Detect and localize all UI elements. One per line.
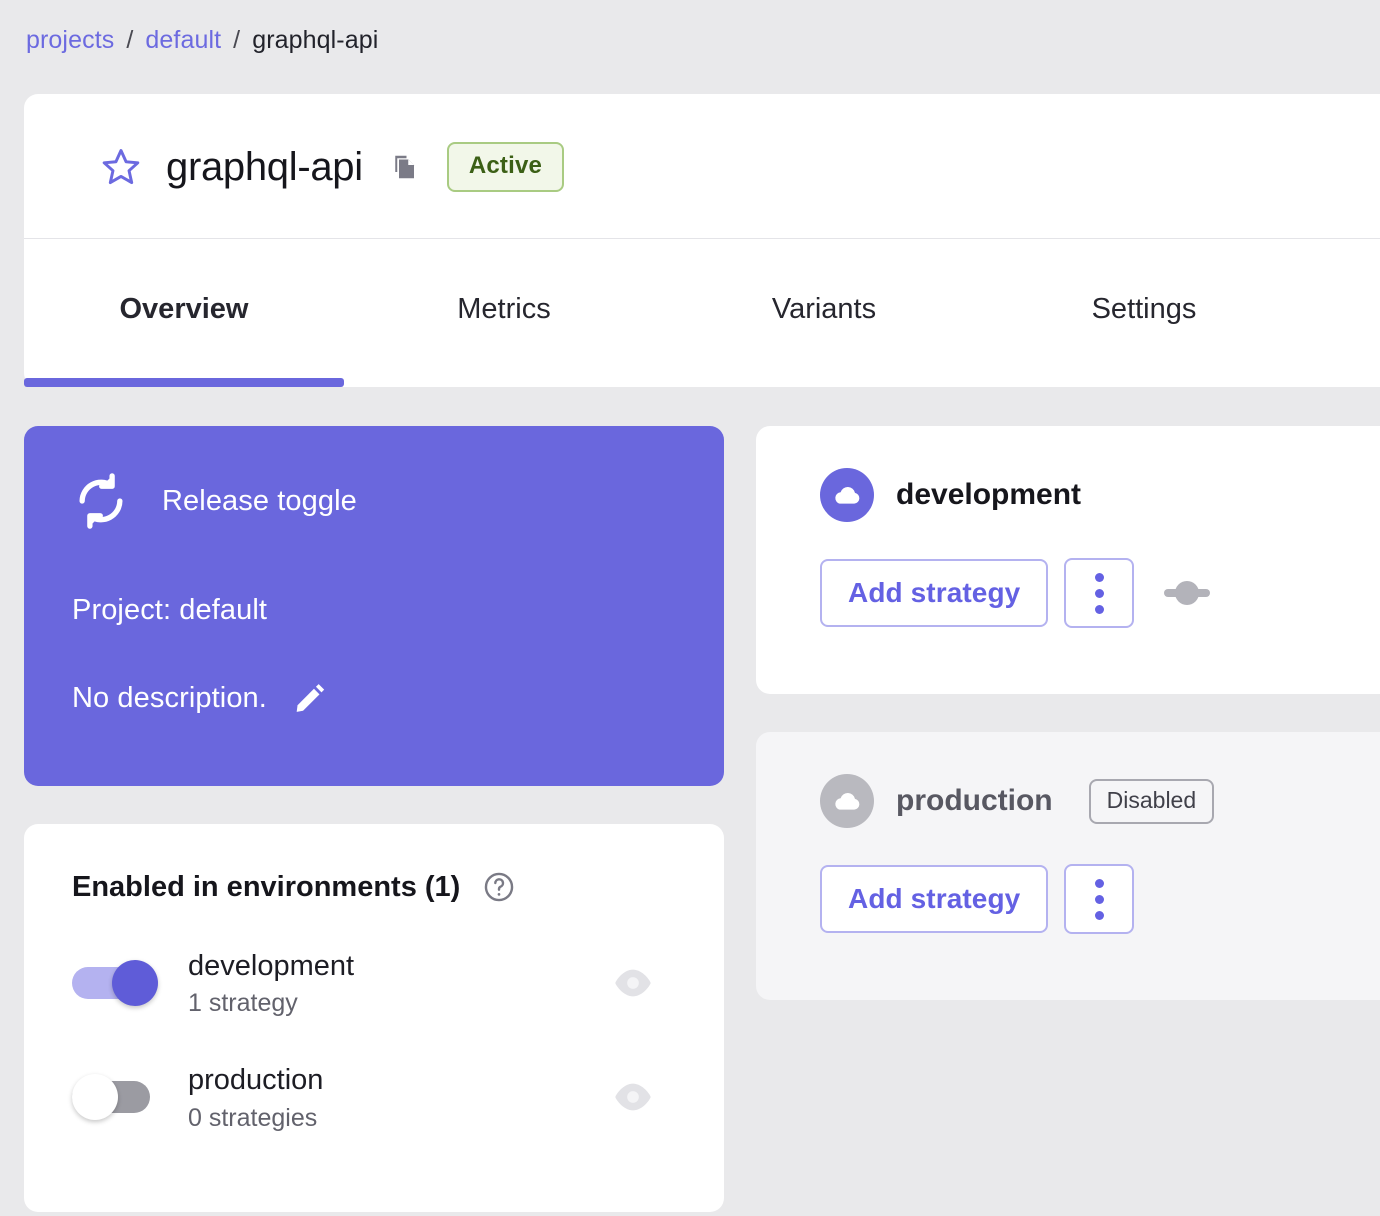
strategy-card-actions: Add strategy [820,864,1380,934]
environment-labels: development 1 strategy [188,948,612,1018]
page-title: graphql-api [166,144,363,189]
environment-toggle-row-development: development 1 strategy [72,948,676,1018]
flag-header-row: graphql-api Active [24,94,1380,239]
enabled-environments-card: Enabled in environments (1) development … [24,824,724,1212]
eye-icon[interactable] [612,1082,654,1112]
breadcrumb-current: graphql-api [252,26,379,54]
sync-loop-icon [72,472,130,530]
more-vertical-icon[interactable] [1064,558,1135,628]
enabled-environments-title-row: Enabled in environments (1) [72,870,676,904]
flag-header-card: graphql-api Active Overview Metrics Vari… [24,94,1380,387]
strategy-card-header: development [820,468,1380,522]
dot [1094,604,1104,614]
breadcrumb-link-projects[interactable]: projects [26,26,115,54]
strategy-card-development: development Add strategy [756,426,1380,694]
cloud-icon [820,774,874,828]
tab-settings[interactable]: Settings [1091,292,1197,325]
environment-toggle-row-production: production 0 strategies [72,1062,676,1132]
environment-strategy-count: 1 strategy [188,989,298,1018]
copy-icon[interactable] [389,152,419,182]
breadcrumb-separator-2: / [233,26,241,54]
add-strategy-button[interactable]: Add strategy [820,865,1049,933]
dot [1094,878,1104,888]
status-badge: Active [446,142,565,192]
breadcrumb-separator-1: / [126,26,134,54]
environment-name: production [188,1064,324,1097]
release-description-text: No description. [72,681,267,714]
tab-bar: Overview Metrics Variants Settings [24,239,1380,387]
breadcrumb: projects / default / graphql-api [26,26,378,55]
toggle-knob [112,960,158,1007]
strategy-card-production: production Disabled Add strategy [756,732,1380,1000]
more-vertical-icon[interactable] [1064,864,1135,934]
tab-metrics[interactable]: Metrics [457,292,551,325]
dot [1094,572,1104,582]
cloud-icon [820,468,874,522]
release-toggle-type: Release toggle [162,484,357,517]
strategy-environment-name: development [896,478,1082,511]
strategy-card-actions: Add strategy [820,558,1380,628]
environment-strategy-count: 0 strategies [188,1103,318,1132]
eye-icon[interactable] [612,968,654,998]
enabled-environments-title: Enabled in environments (1) [72,870,461,903]
dot [1094,588,1104,598]
star-outline-icon[interactable] [100,146,142,188]
dot [1094,910,1104,920]
toggle-production[interactable] [72,1074,158,1121]
pencil-icon[interactable] [293,681,327,715]
tune-slider-icon[interactable] [1164,580,1211,606]
toggle-knob [72,1074,118,1121]
add-strategy-button[interactable]: Add strategy [820,559,1049,627]
help-circle-icon[interactable] [482,870,516,904]
environment-labels: production 0 strategies [188,1062,612,1132]
toggle-development[interactable] [72,960,158,1007]
dot [1094,894,1104,904]
release-description-row: No description. [72,681,676,715]
strategy-environment-name: production [896,784,1053,817]
environment-name: development [188,950,355,982]
strategy-card-header: production Disabled [820,774,1380,828]
tab-overview[interactable]: Overview [24,239,344,387]
release-toggle-header: Release toggle [72,472,676,530]
tab-variants[interactable]: Variants [771,292,877,325]
release-project-line: Project: default [72,594,268,626]
disabled-badge: Disabled [1088,778,1215,824]
breadcrumb-link-default[interactable]: default [145,26,222,54]
release-toggle-card: Release toggle Project: default No descr… [24,426,724,786]
